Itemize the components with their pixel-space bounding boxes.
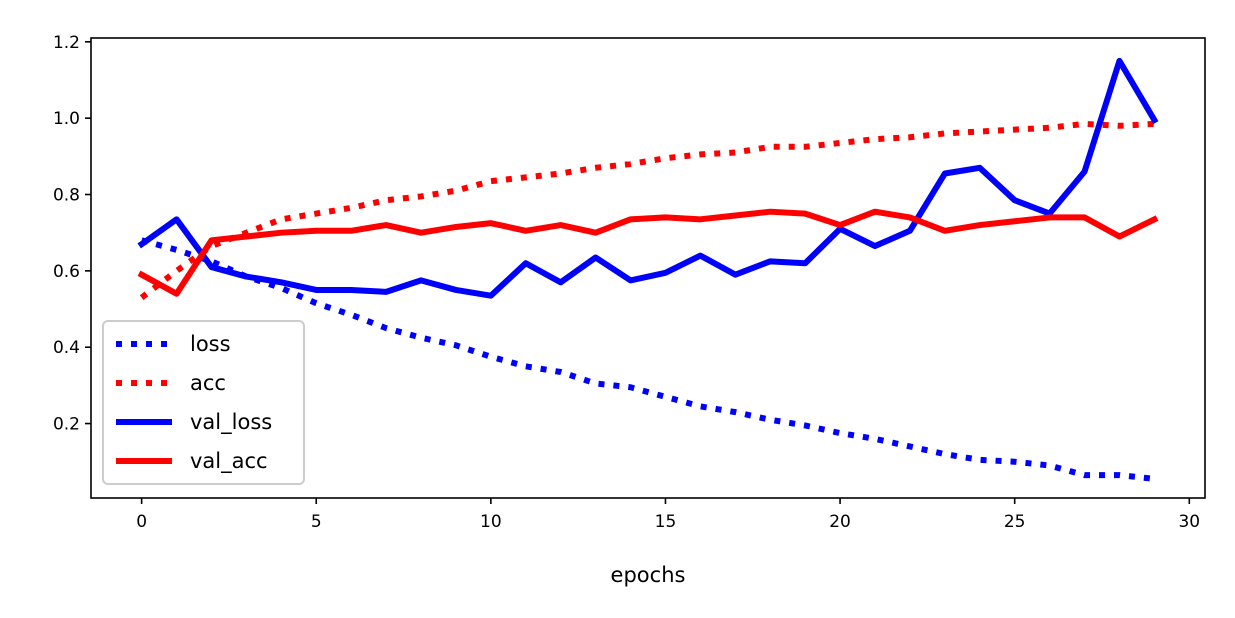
- legend-label-val-loss: val_loss: [190, 410, 272, 435]
- legend-label-loss: loss: [190, 332, 231, 356]
- y-tick-label: 1.2: [53, 33, 80, 53]
- x-tick-label: 15: [655, 512, 677, 532]
- x-tick-label: 5: [311, 512, 322, 532]
- x-tick-label: 30: [1178, 512, 1200, 532]
- legend: loss acc val_loss val_acc: [102, 320, 305, 485]
- x-tick-label: 25: [1004, 512, 1026, 532]
- plot-frame: [90, 37, 1206, 499]
- y-tick-label: 0.8: [53, 186, 80, 206]
- series-line-acc: [139, 120, 1155, 300]
- tick-layer: 0 5 10 15 20 25 30 0.2 0.4 0.6 0.8 1.0 1.2: [53, 33, 1200, 532]
- series-line-val-loss: [137, 57, 1159, 299]
- series-line-loss: [140, 237, 1155, 482]
- y-tick-label: 0.6: [53, 262, 80, 282]
- x-tick-label: 10: [480, 512, 502, 532]
- series-line-val-acc: [137, 208, 1159, 297]
- legend-label-val-acc: val_acc: [190, 449, 268, 474]
- y-tick-label: 0.2: [53, 415, 80, 435]
- legend-box: [102, 320, 305, 485]
- series-layer: [137, 57, 1159, 482]
- y-tick-label: 1.0: [53, 109, 80, 129]
- legend-items: loss acc val_loss val_acc: [116, 332, 272, 474]
- x-tick-label: 0: [136, 512, 147, 532]
- y-tick-label: 0.4: [53, 338, 80, 358]
- x-tick-label: 20: [829, 512, 851, 532]
- x-axis-label: epochs: [611, 563, 686, 587]
- legend-label-acc: acc: [190, 371, 226, 395]
